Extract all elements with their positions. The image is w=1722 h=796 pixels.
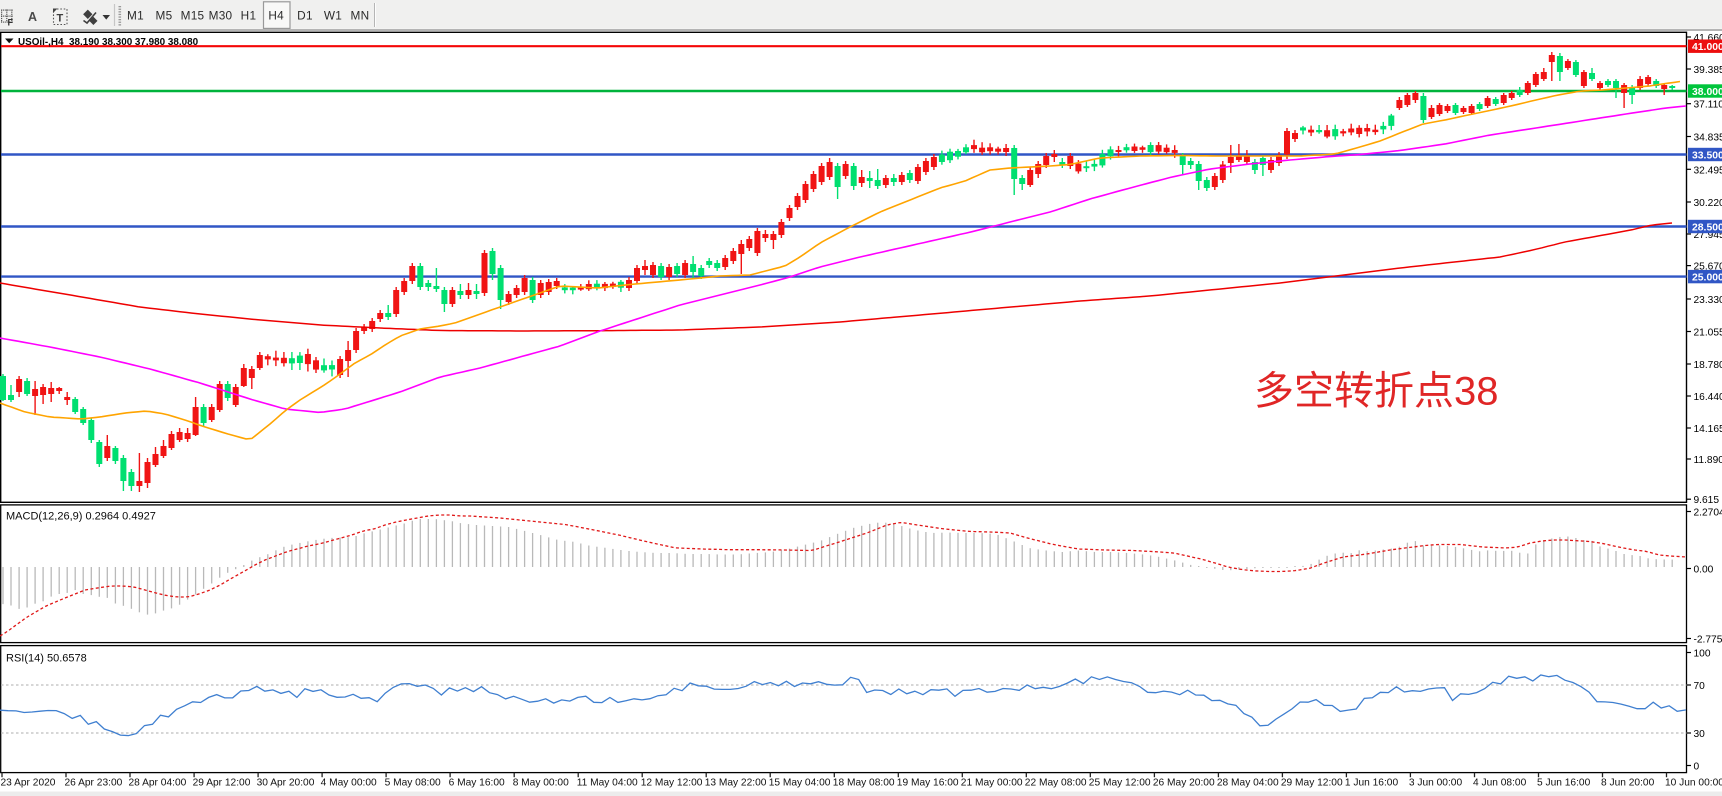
svg-text:8 May 00:00: 8 May 00:00 <box>513 778 569 789</box>
svg-text:13 May 22:00: 13 May 22:00 <box>705 778 767 789</box>
svg-text:11 May 04:00: 11 May 04:00 <box>577 778 638 789</box>
svg-text:RSI(14) 50.6578: RSI(14) 50.6578 <box>6 653 87 665</box>
svg-text:33.500: 33.500 <box>1692 150 1722 161</box>
svg-text:21 May 00:00: 21 May 00:00 <box>961 778 1023 789</box>
svg-text:4 May 00:00: 4 May 00:00 <box>321 778 377 789</box>
svg-text:41.000: 41.000 <box>1692 42 1722 53</box>
svg-text:37.110: 37.110 <box>1694 100 1722 111</box>
svg-text:10 Jun 00:00: 10 Jun 00:00 <box>1665 778 1722 789</box>
svg-text:16.440: 16.440 <box>1694 392 1722 403</box>
svg-text:W1: W1 <box>324 9 342 23</box>
svg-text:6 May 16:00: 6 May 16:00 <box>449 778 505 789</box>
svg-text:0: 0 <box>1694 762 1700 773</box>
svg-text:M1: M1 <box>127 9 144 23</box>
svg-text:23.330: 23.330 <box>1694 295 1722 306</box>
svg-text:28 May 04:00: 28 May 04:00 <box>1217 778 1279 789</box>
svg-text:-2.7759: -2.7759 <box>1694 635 1722 646</box>
svg-text:30: 30 <box>1694 729 1706 740</box>
svg-text:29 Apr 12:00: 29 Apr 12:00 <box>193 778 251 789</box>
svg-text:25.670: 25.670 <box>1694 262 1722 273</box>
svg-text:23 Apr 2020: 23 Apr 2020 <box>1 778 56 789</box>
svg-text:5 May 08:00: 5 May 08:00 <box>385 778 441 789</box>
svg-text:14.165: 14.165 <box>1694 424 1722 435</box>
svg-text:19 May 16:00: 19 May 16:00 <box>897 778 959 789</box>
svg-text:M15: M15 <box>181 9 205 23</box>
svg-text:38.000: 38.000 <box>1692 87 1722 98</box>
svg-text:39.385: 39.385 <box>1694 65 1722 76</box>
svg-text:11.890: 11.890 <box>1694 455 1722 466</box>
svg-text:12 May 12:00: 12 May 12:00 <box>641 778 703 789</box>
svg-text:2.2704: 2.2704 <box>1694 508 1722 519</box>
svg-text:21.055: 21.055 <box>1694 328 1722 339</box>
svg-text:18 May 08:00: 18 May 08:00 <box>833 778 895 789</box>
svg-text:34.835: 34.835 <box>1694 133 1722 144</box>
svg-text:15 May 04:00: 15 May 04:00 <box>769 778 831 789</box>
svg-text:D1: D1 <box>297 9 313 23</box>
svg-text:22 May 08:00: 22 May 08:00 <box>1025 778 1087 789</box>
svg-text:MACD(12,26,9) 0.2964 0.4927: MACD(12,26,9) 0.2964 0.4927 <box>6 511 156 523</box>
svg-text:28 Apr 04:00: 28 Apr 04:00 <box>129 778 187 789</box>
svg-text:70: 70 <box>1694 681 1706 692</box>
svg-text:41.660: 41.660 <box>1694 33 1722 44</box>
svg-text:27.945: 27.945 <box>1694 230 1722 241</box>
svg-text:9.615: 9.615 <box>1694 495 1720 506</box>
svg-text:26 Apr 23:00: 26 Apr 23:00 <box>65 778 123 789</box>
svg-text:8 Jun 20:00: 8 Jun 20:00 <box>1601 778 1655 789</box>
svg-text:100: 100 <box>1694 649 1711 660</box>
svg-text:29 May 12:00: 29 May 12:00 <box>1281 778 1343 789</box>
svg-text:0.00: 0.00 <box>1694 565 1714 576</box>
svg-text:32.495: 32.495 <box>1694 165 1722 176</box>
svg-text:H4: H4 <box>268 9 284 23</box>
svg-text:M30: M30 <box>209 9 233 23</box>
svg-text:5 Jun 16:00: 5 Jun 16:00 <box>1537 778 1591 789</box>
svg-text:USOil-,H4 38.190 38.300 37.98: USOil-,H4 38.190 38.300 37.980 38.080 <box>18 37 199 48</box>
svg-text:18.780: 18.780 <box>1694 360 1722 371</box>
svg-text:MN: MN <box>351 9 370 23</box>
svg-text:F: F <box>8 18 14 28</box>
svg-text:T: T <box>57 13 64 25</box>
svg-text:H1: H1 <box>241 9 257 23</box>
svg-text:1 Jun 16:00: 1 Jun 16:00 <box>1345 778 1399 789</box>
svg-text:26 May 20:00: 26 May 20:00 <box>1153 778 1215 789</box>
svg-text:30.220: 30.220 <box>1694 198 1722 209</box>
svg-text:3 Jun 00:00: 3 Jun 00:00 <box>1409 778 1463 789</box>
svg-text:4 Jun 08:00: 4 Jun 08:00 <box>1473 778 1527 789</box>
svg-text:M5: M5 <box>156 9 173 23</box>
svg-text:25.000: 25.000 <box>1692 273 1722 284</box>
svg-text:25 May 12:00: 25 May 12:00 <box>1089 778 1151 789</box>
svg-text:A: A <box>28 10 37 24</box>
svg-text:28.500: 28.500 <box>1692 222 1722 233</box>
svg-text:38: 38 <box>1454 370 1499 414</box>
svg-text:30 Apr 20:00: 30 Apr 20:00 <box>257 778 315 789</box>
